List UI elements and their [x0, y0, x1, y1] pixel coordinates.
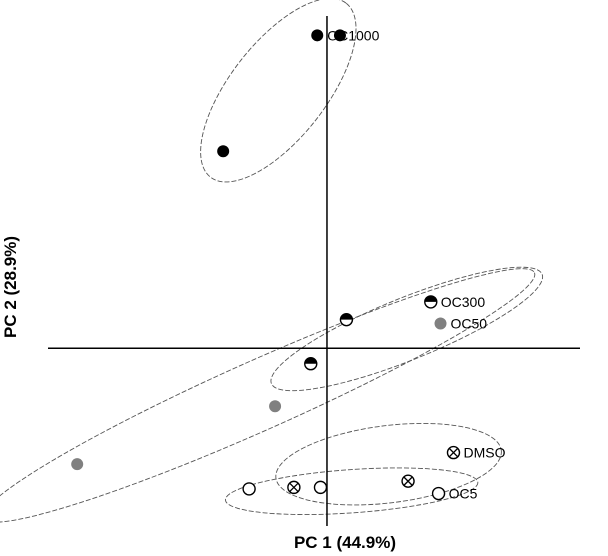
point-oc50	[71, 458, 84, 471]
x-axis-title: PC 1 (44.9%)	[294, 533, 396, 552]
ellipse-oc1000	[200, 0, 357, 183]
label-oc300: OC300	[441, 294, 486, 310]
point-oc50	[269, 400, 282, 413]
point-oc5	[431, 486, 446, 501]
point-oc5	[242, 482, 256, 496]
group-ellipses	[0, 0, 544, 523]
label-dmso: DMSO	[463, 445, 505, 461]
point-oc50	[434, 317, 447, 330]
label-oc1000: OC1000	[327, 27, 379, 43]
point-oc300	[424, 295, 438, 309]
label-oc5: OC5	[449, 486, 478, 502]
y-axis-title: PC 2 (28.9%)	[1, 236, 20, 338]
point-oc5	[313, 480, 328, 495]
point-dmso	[446, 445, 461, 460]
point-dmso	[287, 480, 301, 495]
ellipse-oc300	[270, 266, 544, 392]
point-oc1000	[217, 145, 230, 158]
label-oc50: OC50	[451, 316, 488, 332]
group-labels: OC1000 OC300 OC50 DMSO OC5	[327, 27, 505, 501]
data-points	[71, 29, 461, 501]
point-oc300	[304, 357, 318, 371]
point-oc1000	[311, 29, 324, 42]
point-oc1000	[333, 29, 346, 42]
ellipse-oc50	[0, 268, 536, 523]
ellipse-oc5	[224, 467, 479, 515]
ellipse-dmso	[275, 422, 502, 506]
point-oc300	[339, 312, 354, 327]
point-dmso	[401, 474, 415, 488]
